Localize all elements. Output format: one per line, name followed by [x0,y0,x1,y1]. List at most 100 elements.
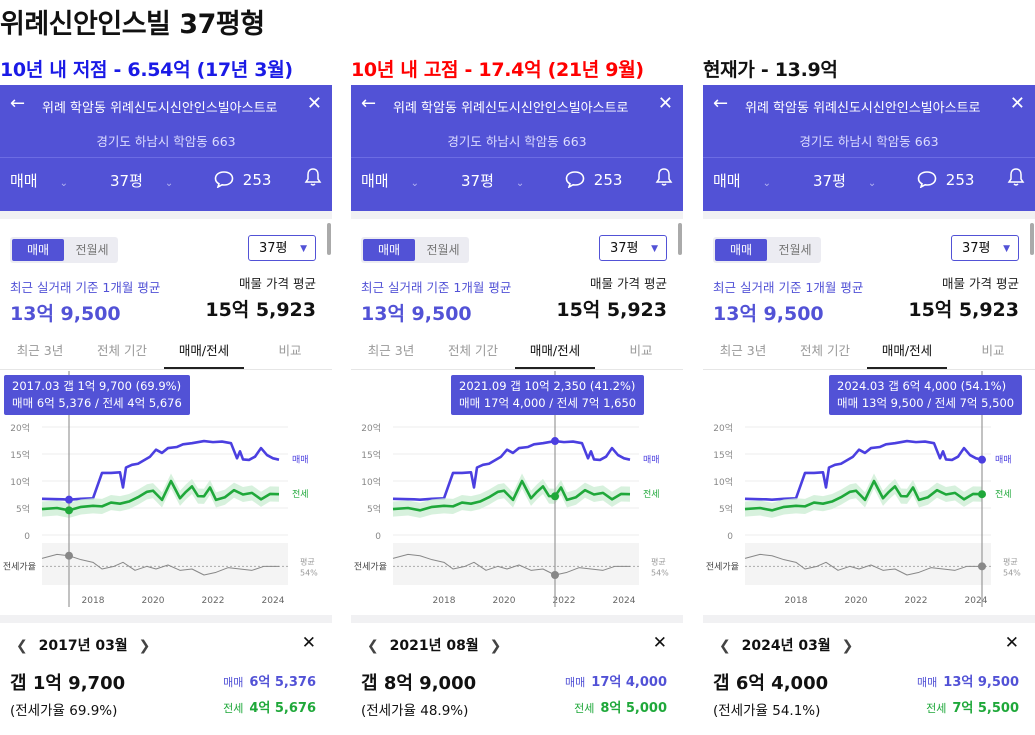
month-navigator: ❮ 2017년 03월 ❯ [10,635,156,655]
scrollbar[interactable] [678,223,682,255]
month-navigator: ❮ 2021년 08월 ❯ [361,635,507,655]
comments-button[interactable]: 253 [565,170,622,189]
chevron-right-icon[interactable]: ❯ [138,638,151,654]
chevron-down-icon: ⌄ [515,178,525,189]
recent-value: 13억 9,500 [10,303,121,325]
location-text: 경기도 하남시 학암동 663 [447,134,587,149]
tab-compare[interactable]: 비교 [629,343,653,358]
close-icon[interactable]: ✕ [1004,633,1019,653]
price-chart[interactable]: 20억 15억 10억 5억 0 전세가율 평균 54% 2018 2020 2022 2024 매매전… [0,371,332,607]
trade-type-select[interactable]: 매매 ⌄ [713,172,771,190]
size-select[interactable]: 37평 ⌄ [110,172,174,190]
scrollbar[interactable] [1030,223,1034,255]
y-tick-label: 15억 [361,449,381,461]
comment-icon [565,171,585,189]
bell-icon[interactable] [304,167,322,187]
tab-3y[interactable]: 최근 3년 [16,343,64,358]
divider [0,211,332,219]
price-chart[interactable]: 20억 15억 10억 5억 0 전세가율 평균 54% 2018 2020 2022 2024 매매전… [703,371,1035,607]
avg-value: 54% [300,568,318,577]
size-dropdown[interactable]: 37평 ▼ [248,235,316,261]
tab-compare[interactable]: 비교 [278,343,302,358]
jeonse-price: 전세 4억 5,676 [223,701,316,716]
chevron-down-icon: ⌄ [164,178,174,189]
comments-button[interactable]: 253 [214,170,271,189]
content: 매매 전월세 37평 ▼ 최근 실거래 기준 1개월 평균 매물 가격 평균 13… [703,219,1035,729]
nav-date: 2017년 03월 [38,638,128,654]
comments-button[interactable]: 253 [917,170,974,189]
tab-all[interactable]: 전체 기간 [97,343,147,358]
trade-toggle: 매매 전월세 [361,237,469,263]
price-chart[interactable]: 20억 15억 10억 5억 0 전세가율 평균 54% 2018 2020 2022 2024 매매전… [351,371,683,607]
sale-tab[interactable]: 매매 [363,239,415,261]
close-icon[interactable]: ✕ [306,93,322,114]
close-icon[interactable]: ✕ [652,633,667,653]
ratio-label: 전세가율 [3,561,36,572]
sale-tab[interactable]: 매매 [715,239,767,261]
tab-all[interactable]: 전체 기간 [800,343,850,358]
rent-tab[interactable]: 전월세 [426,243,460,257]
y-tick-label: 0 [24,532,30,542]
ratio-band [393,543,639,585]
tab-sale-jeonse[interactable]: 매매/전세 [867,339,947,369]
bell-icon[interactable] [1007,167,1025,187]
apartment-address: 위례 학암동 위례신도시신안인스빌아스트로 [393,101,629,116]
tab-3y[interactable]: 최근 3년 [367,343,415,358]
chevron-right-icon[interactable]: ❯ [489,638,502,654]
size-select[interactable]: 37평 ⌄ [461,172,525,190]
size-dropdown[interactable]: 37평 ▼ [599,235,667,261]
rent-tab[interactable]: 전월세 [778,243,812,257]
content: 매매 전월세 37평 ▼ 최근 실거래 기준 1개월 평균 매물 가격 평균 13… [351,219,683,729]
series-label: 매매 [643,455,660,466]
ratio-label: 전세가율 [354,561,387,572]
divider [703,157,1035,158]
apartment-address: 위례 학암동 위례신도시신안인스빌아스트로 [42,101,278,116]
rent-tab[interactable]: 전월세 [75,243,109,257]
period-tabs: 최근 3년 전체 기간 매매/전세 비교 [351,339,683,370]
trade-type-select[interactable]: 매매 ⌄ [361,172,419,190]
chart-tooltip: 2017.03 갭 1억 9,700 (69.9%) 매매 6억 5,376 /… [4,375,190,415]
jeonse-price: 전세 8억 5,000 [574,701,667,716]
tab-3y[interactable]: 최근 3년 [719,343,767,358]
chevron-down-icon: ⌄ [762,178,771,189]
chevron-down-icon: ⌄ [867,178,877,189]
panel-heading: 현재가 - 13.9억 [703,59,838,81]
location-text: 경기도 하남시 학암동 663 [96,134,236,149]
y-tick-label: 20억 [713,422,733,434]
close-icon[interactable]: ✕ [1009,93,1025,114]
chevron-left-icon[interactable]: ❮ [16,638,28,654]
size-dropdown[interactable]: 37평 ▼ [951,235,1019,261]
chevron-left-icon[interactable]: ❮ [719,638,731,654]
y-tick-label: 5억 [719,503,733,515]
sale-tab[interactable]: 매매 [12,239,64,261]
back-arrow-icon[interactable]: ← [713,93,729,114]
size-select[interactable]: 37평 ⌄ [813,172,877,190]
divider [703,615,1035,623]
app-header: ← 위례 학암동 위례신도시신안인스빌아스트로 ✕ 경기도 하남시 학암동 66… [351,85,683,211]
tab-sale-jeonse[interactable]: 매매/전세 [515,339,595,369]
back-arrow-icon[interactable]: ← [361,93,377,114]
close-icon[interactable]: ✕ [657,93,673,114]
gap-value: 갭 6억 4,000 [713,673,829,694]
app-header: ← 위례 학암동 위례신도시신안인스빌아스트로 ✕ 경기도 하남시 학암동 66… [703,85,1035,211]
trade-type-select[interactable]: 매매 ⌄ [10,172,68,190]
close-icon[interactable]: ✕ [301,633,316,653]
listing-label: 매물 가격 평균 [942,276,1019,291]
x-tick-label: 2020 [845,596,868,606]
jeonse-price: 전세 7억 5,500 [926,701,1019,716]
scrollbar[interactable] [327,223,331,255]
y-tick-label: 10억 [10,476,30,488]
tab-compare[interactable]: 비교 [981,343,1005,358]
x-tick-label: 2018 [785,596,808,606]
avg-label: 평균 [1003,556,1018,566]
chevron-right-icon[interactable]: ❯ [841,638,854,654]
back-arrow-icon[interactable]: ← [10,93,26,114]
y-tick-label: 15억 [10,449,30,461]
tab-all[interactable]: 전체 기간 [448,343,498,358]
chevron-left-icon[interactable]: ❮ [367,638,379,654]
tab-sale-jeonse[interactable]: 매매/전세 [164,339,244,369]
x-tick-label: 2022 [202,596,225,606]
chevron-down-icon: ⌄ [410,178,419,189]
x-tick-label: 2018 [82,596,105,606]
bell-icon[interactable] [655,167,673,187]
